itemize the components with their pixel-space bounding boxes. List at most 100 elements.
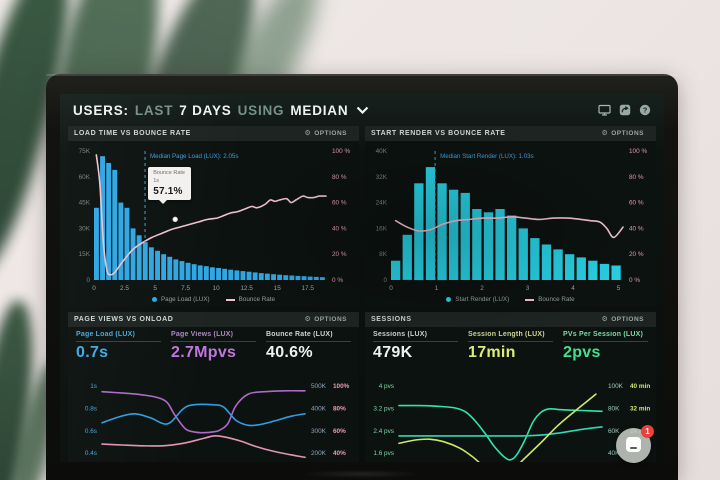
legend-item-bounce-rate[interactable]: Bounce Rate	[225, 296, 275, 303]
legend-item-page-load[interactable]: Page Load (LUX)	[151, 296, 210, 303]
start-render-vs-bounce-rate-canvas: 40K 32K 24K 16K 8K 0 100 % 80 % 60 % 40 % 20 % 0 % 0…	[376, 148, 648, 292]
metric-label: PVs Per Session (LUX)	[563, 331, 648, 342]
notification-badge: 1	[641, 425, 654, 438]
svg-text:100%: 100%	[333, 383, 350, 390]
options-button[interactable]: ⚙ OPTIONS	[595, 129, 650, 138]
sessions-chart[interactable]: 4 pvs 3.2 pvs 2.4 pvs 1.6 pvs 100K 80K 60K 40K 4…	[365, 375, 656, 462]
svg-text:0: 0	[86, 277, 90, 284]
display-icon[interactable]	[598, 104, 611, 116]
chat-widget-button[interactable]: 1	[616, 425, 654, 463]
svg-text:40%: 40%	[333, 450, 346, 457]
metric-label: Bounce Rate (LUX)	[266, 331, 351, 342]
legend-dot-icon	[446, 297, 452, 302]
svg-text:60%: 60%	[333, 428, 346, 435]
series-line	[101, 389, 306, 434]
dashboard-screen: USERS: LAST 7 DAYS USING MEDIAN	[60, 94, 664, 462]
options-button[interactable]: ⚙ OPTIONS	[298, 129, 353, 138]
legend-item-bounce-rate[interactable]: Bounce Rate	[525, 296, 575, 303]
options-label: OPTIONS	[314, 316, 347, 323]
panel-sessions: SESSIONS ⚙ OPTIONS Sessions (LUX) 479K S…	[365, 312, 656, 462]
svg-text:60 %: 60 %	[332, 200, 347, 207]
svg-text:0: 0	[383, 277, 387, 284]
page-views-chart[interactable]: 1s 0.8s 0.6s 0.4s 500K 400K 300K 200K 100% 80% 60%…	[68, 375, 359, 462]
panel-load-time: LOAD TIME VS BOUNCE RATE ⚙ OPTIONS 75K 60…	[68, 126, 359, 306]
gear-icon: ⚙	[601, 315, 609, 323]
svg-text:32K: 32K	[376, 174, 388, 181]
svg-text:500K: 500K	[311, 383, 327, 390]
legend-item-start-render[interactable]: Start Render (LUX)	[446, 296, 509, 303]
series-line	[398, 404, 603, 461]
metric-value: 2.7Mpvs	[171, 344, 237, 361]
title-using: USING	[237, 102, 285, 118]
svg-text:2.4 pvs: 2.4 pvs	[373, 428, 394, 435]
svg-text:80%: 80%	[333, 406, 346, 413]
panel-header: PAGE VIEWS VS ONLOAD ⚙ OPTIONS	[68, 312, 359, 327]
svg-text:24K: 24K	[376, 200, 388, 207]
legend-line-icon	[525, 298, 535, 301]
svg-text:400K: 400K	[311, 406, 327, 413]
left-axis-labels: 40K 32K 24K 16K 8K 0	[376, 148, 388, 284]
panel-header: SESSIONS ⚙ OPTIONS	[365, 312, 656, 327]
metric-session-length: Session Length (LUX) 17min	[468, 331, 553, 375]
svg-text:5: 5	[617, 285, 621, 292]
right-axis-labels: 100 % 80 % 60 % 40 % 20 % 0 %	[629, 148, 647, 284]
svg-text:40 %: 40 %	[332, 225, 347, 232]
svg-text:75K: 75K	[79, 148, 91, 155]
svg-text:3.2 pvs: 3.2 pvs	[373, 406, 394, 413]
panel-header: LOAD TIME VS BOUNCE RATE ⚙ OPTIONS	[68, 126, 359, 141]
metric-value: 40.6%	[266, 344, 313, 361]
options-button[interactable]: ⚙ OPTIONS	[298, 315, 353, 324]
svg-text:5: 5	[153, 285, 157, 292]
tooltip-anchor-dot	[172, 216, 178, 223]
svg-text:4 pvs: 4 pvs	[379, 383, 394, 390]
svg-text:60 %: 60 %	[629, 200, 644, 207]
panel-title: SESSIONS	[371, 316, 412, 323]
options-button[interactable]: ⚙ OPTIONS	[595, 315, 650, 324]
start-render-legend: Start Render (LUX) Bounce Rate	[365, 293, 656, 306]
series-line	[101, 435, 306, 459]
svg-text:80 %: 80 %	[332, 174, 347, 181]
svg-text:100K: 100K	[608, 383, 624, 390]
chevron-down-icon	[356, 106, 369, 114]
users-range-dropdown[interactable]: USERS: LAST 7 DAYS USING MEDIAN	[73, 103, 369, 118]
right-axis-labels: 100 % 80 % 60 % 40 % 20 % 0 %	[332, 148, 350, 284]
metrics-row: Page Load (LUX) 0.7s Page Views (LUX) 2.…	[68, 327, 359, 375]
metric-label: Sessions (LUX)	[373, 331, 458, 342]
svg-text:?: ?	[643, 106, 648, 115]
metric-pvs-per-session: PVs Per Session (LUX) 2pvs	[563, 331, 648, 375]
svg-text:1.6 pvs: 1.6 pvs	[373, 450, 394, 457]
svg-text:0.6s: 0.6s	[85, 428, 97, 435]
help-icon[interactable]: ?	[639, 104, 651, 116]
metric-value: 2pvs	[563, 344, 601, 361]
start-render-chart[interactable]: 40K 32K 24K 16K 8K 0 100 % 80 % 60 % 40 % 20 % 0 % 0…	[365, 141, 656, 293]
svg-text:8K: 8K	[379, 251, 388, 258]
app-header: USERS: LAST 7 DAYS USING MEDIAN	[60, 94, 664, 126]
share-icon[interactable]	[619, 104, 631, 116]
options-label: OPTIONS	[611, 130, 644, 137]
svg-text:40K: 40K	[608, 450, 620, 457]
load-time-chart[interactable]: 75K 60K 45K 30K 15K 0 100 % 80 % 60 % 40 % 20 % 0 %…	[68, 141, 359, 293]
panel-title: LOAD TIME VS BOUNCE RATE	[74, 130, 191, 137]
svg-text:40 min: 40 min	[630, 383, 650, 390]
svg-text:30K: 30K	[79, 225, 91, 232]
svg-text:0: 0	[92, 285, 96, 292]
line-series	[101, 389, 306, 459]
svg-text:2.5: 2.5	[120, 285, 129, 292]
laptop: USERS: LAST 7 DAYS USING MEDIAN	[46, 74, 678, 480]
metrics-row: Sessions (LUX) 479K Session Length (LUX)…	[365, 327, 656, 375]
svg-text:60K: 60K	[608, 428, 620, 435]
svg-text:16K: 16K	[376, 225, 388, 232]
svg-text:3: 3	[526, 285, 530, 292]
panel-grid: LOAD TIME VS BOUNCE RATE ⚙ OPTIONS 75K 60…	[68, 126, 656, 462]
left-axis-labels: 1s 0.8s 0.6s 0.4s	[85, 383, 97, 457]
panel-title: PAGE VIEWS VS ONLOAD	[74, 316, 174, 323]
x-axis-labels: 0 1 2 3 4 5	[389, 285, 621, 292]
svg-text:100 %: 100 %	[332, 148, 350, 155]
load-time-vs-bounce-rate-canvas: 75K 60K 45K 30K 15K 0 100 % 80 % 60 % 40 % 20 % 0 %…	[79, 148, 351, 292]
metric-value: 479K	[373, 344, 413, 361]
median-marker-label: Median Start Render (LUX): 1.03s	[440, 153, 534, 160]
metric-label: Session Length (LUX)	[468, 331, 553, 342]
right-axis-col1: 500K 400K 300K 200K	[311, 383, 327, 457]
svg-text:60K: 60K	[79, 174, 91, 181]
